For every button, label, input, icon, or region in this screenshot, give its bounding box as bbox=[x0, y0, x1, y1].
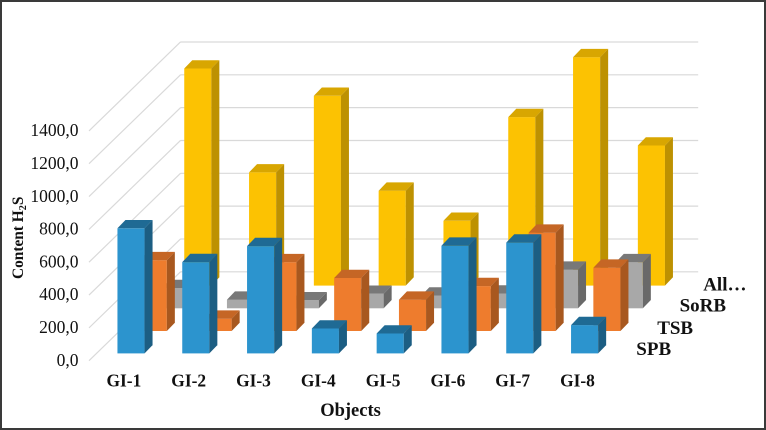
svg-text:Objects: Objects bbox=[320, 401, 381, 421]
svg-text:Content H2S: Content H2S bbox=[10, 197, 29, 279]
svg-text:200,0: 200,0 bbox=[39, 317, 79, 337]
svg-text:600,0: 600,0 bbox=[39, 251, 79, 271]
svg-text:All…: All… bbox=[703, 274, 746, 295]
svg-text:GI-2: GI-2 bbox=[171, 370, 206, 390]
svg-text:TSB: TSB bbox=[657, 318, 693, 339]
svg-text:GI-8: GI-8 bbox=[560, 370, 595, 390]
svg-text:SPB: SPB bbox=[636, 339, 671, 360]
svg-text:400,0: 400,0 bbox=[39, 284, 79, 304]
svg-text:0,0: 0,0 bbox=[57, 350, 79, 370]
svg-text:GI-3: GI-3 bbox=[236, 370, 271, 390]
svg-text:GI-5: GI-5 bbox=[366, 370, 401, 390]
svg-text:1000,0: 1000,0 bbox=[30, 186, 78, 206]
svg-text:GI-7: GI-7 bbox=[495, 370, 530, 390]
svg-text:GI-4: GI-4 bbox=[301, 370, 336, 390]
svg-text:GI-1: GI-1 bbox=[107, 370, 142, 390]
svg-text:1400,0: 1400,0 bbox=[30, 120, 78, 140]
svg-text:1200,0: 1200,0 bbox=[30, 153, 78, 173]
svg-text:SoRB: SoRB bbox=[680, 295, 727, 316]
svg-text:GI-6: GI-6 bbox=[431, 370, 466, 390]
svg-text:800,0: 800,0 bbox=[39, 219, 79, 239]
